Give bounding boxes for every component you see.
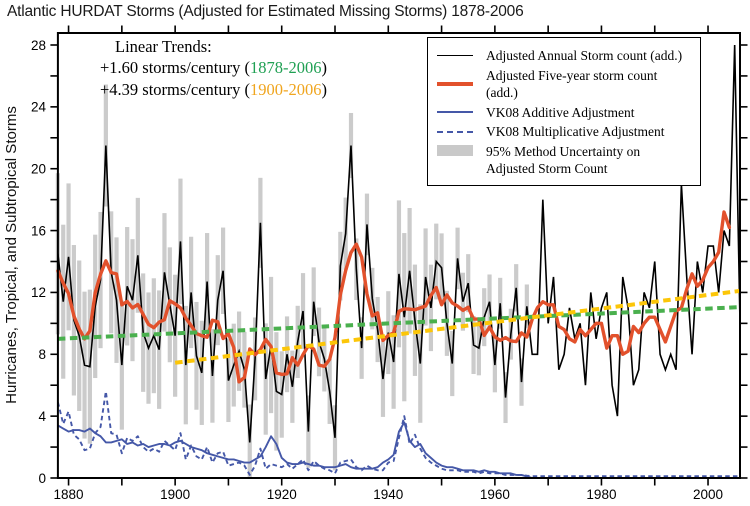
legend-item-vk08-additive: VK08 Additive Adjustment — [437, 104, 692, 122]
legend-item-uncertainty: 95% Method Uncertainty on Adjusted Storm… — [437, 143, 692, 178]
five-year-storm-count-line — [56, 210, 732, 384]
x-tick-label: 1980 — [586, 487, 616, 502]
blue-dashed-line-swatch-icon — [437, 130, 473, 133]
vk08-multiplicative-line — [56, 390, 740, 478]
blue-line-swatch-icon — [437, 111, 473, 114]
x-tick-label: 1960 — [480, 487, 510, 502]
y-tick-label: 0 — [38, 471, 46, 486]
y-axis-label: Hurricanes, Tropical, and Subtropical St… — [3, 106, 20, 404]
x-tick-label: 1900 — [160, 487, 190, 502]
y-tick-label: 20 — [31, 162, 46, 177]
legend-item-annual: Adjusted Annual Storm count (add.) — [437, 47, 692, 65]
y-tick-label: 8 — [38, 347, 46, 362]
y-tick-label: 16 — [31, 223, 46, 238]
plot-border — [56, 32, 741, 479]
trend-annotation: Linear Trends: +1.60 storms/century (187… — [100, 36, 327, 100]
trend-line-1900-2006 — [174, 288, 741, 365]
x-tick-label: 1940 — [373, 487, 403, 502]
legend-item-vk08-multiplicative: VK08 Multiplicative Adjustment — [437, 123, 692, 141]
black-line-swatch-icon — [437, 55, 473, 57]
x-tick-label: 2000 — [693, 487, 723, 502]
trend-range-1878-2006: 1878-2006 — [250, 58, 322, 78]
legend: Adjusted Annual Storm count (add.) Adjus… — [427, 37, 701, 186]
vk08-additive-line — [57, 421, 740, 479]
legend-label: VK08 Additive Adjustment — [486, 104, 635, 120]
legend-label: VK08 Multiplicative Adjustment — [486, 124, 665, 140]
legend-label: Adjusted Annual Storm count (add.) — [486, 48, 683, 63]
x-tick-label: 1880 — [54, 487, 84, 502]
y-tick-label: 24 — [31, 100, 47, 115]
legend-item-five-year: Adjusted Five-year storm count (add.) — [437, 67, 692, 102]
y-tick-label: 28 — [31, 38, 46, 53]
gray-box-swatch-icon — [437, 144, 473, 156]
red-line-swatch-icon — [437, 82, 473, 87]
x-tick-label: 1920 — [267, 487, 297, 502]
legend-label: Adjusted Five-year storm count (add.) — [486, 67, 658, 101]
trend-line-1878-2006 — [57, 305, 741, 341]
y-tick-label: 12 — [31, 285, 46, 300]
legend-label: 95% Method Uncertainty on Adjusted Storm… — [486, 143, 641, 177]
trend-range-1900-2006: 1900-2006 — [250, 79, 322, 99]
trend-line-2: +4.39 storms/century (1900-2006) — [100, 79, 327, 99]
trend-heading: Linear Trends: — [115, 37, 212, 56]
chart-title: Atlantic HURDAT Storms (Adjusted for Est… — [7, 3, 524, 20]
y-tick-label: 4 — [38, 409, 46, 424]
annual-storm-count-line — [57, 44, 741, 443]
trend-line-1: +1.60 storms/century (1878-2006) — [100, 58, 327, 78]
